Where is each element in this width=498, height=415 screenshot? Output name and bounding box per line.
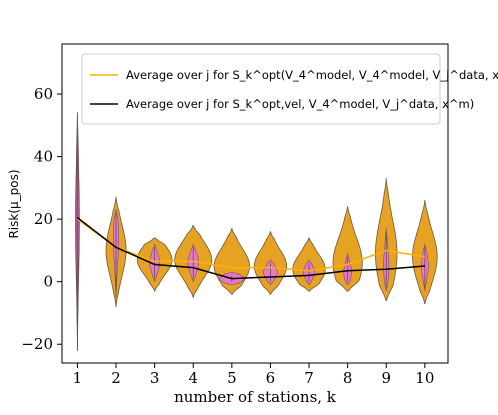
ticks-layer: 1 2 3 4 5 6 7 8 9 10 −20 0 20 40 60 [21,85,434,387]
series-line-0 [76,218,425,272]
plot-frame [61,43,449,364]
x-tick-label-4: 4 [188,369,198,387]
x-tick-label-3: 3 [150,369,160,387]
series-line-1 [76,217,425,280]
y-axis-label: Risk(μ_pos) [7,169,21,238]
y-tick-label-2: 20 [34,210,53,228]
x-axis-label: number of stations, k [174,388,337,406]
y-tick-label-1: 0 [43,273,53,291]
y-tick-label-4: 60 [34,85,53,103]
y-tick-label-3: 40 [34,148,53,166]
legend-entry-average-s-opt-vel: Average over j for S_k^opt,vel, V_4^mode… [126,97,474,111]
violins-layer [75,112,438,351]
legend: Average over j for S_k^opt(V_4^model, V_… [81,53,498,125]
x-tick-label-5: 5 [227,369,237,387]
x-tick-label-6: 6 [266,369,276,387]
x-tick-label-1: 1 [73,369,83,387]
x-tick-label-8: 8 [343,369,353,387]
x-tick-label-2: 2 [111,369,121,387]
legend-entry-average-s-opt: Average over j for S_k^opt(V_4^model, V_… [126,68,498,82]
x-tick-label-9: 9 [381,369,391,387]
x-tick-label-10: 10 [415,369,434,387]
y-tick-label-0: −20 [21,335,53,353]
average-lines-layer [76,217,425,280]
x-tick-label-7: 7 [304,369,314,387]
legend-box [81,53,441,125]
